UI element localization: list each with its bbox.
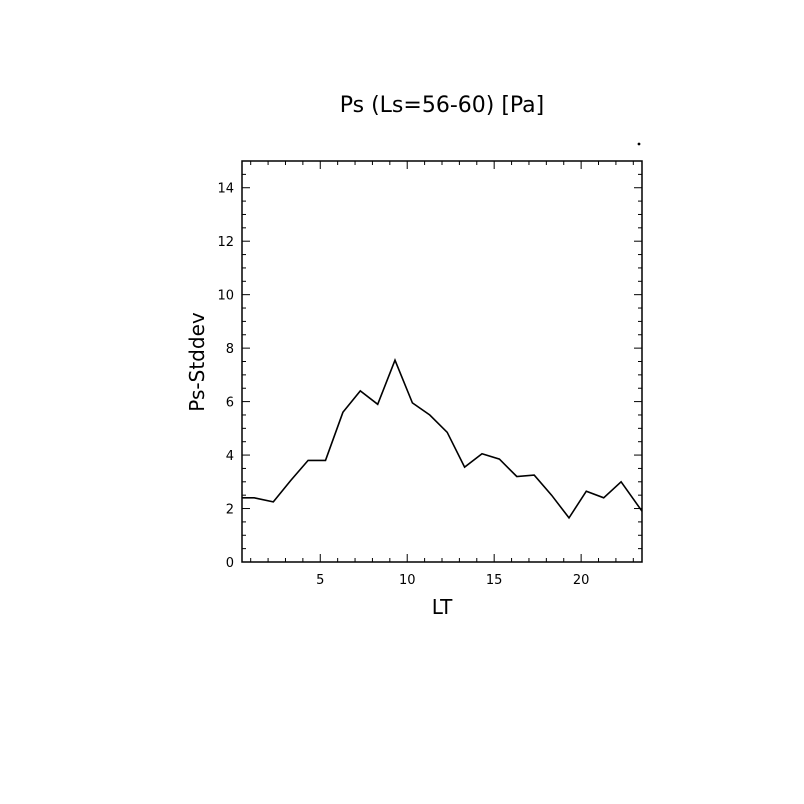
y-axis-label: Ps-Stddev xyxy=(185,312,209,412)
corner-dot xyxy=(637,142,641,146)
x-axis-label: LT xyxy=(432,595,453,619)
x-tick-label: 20 xyxy=(573,573,590,588)
x-axis-ticks: 5 10 15 20 xyxy=(250,161,634,588)
y-tick-label: 8 xyxy=(226,342,234,357)
y-tick-label: 2 xyxy=(226,503,234,518)
series-line xyxy=(242,358,643,520)
y-tick-label: 12 xyxy=(217,235,234,250)
x-tick-label: 15 xyxy=(486,573,503,588)
y-tick-label: 6 xyxy=(226,396,234,411)
plot-area-border xyxy=(241,160,643,563)
x-tick-label: 10 xyxy=(399,573,416,588)
y-tick-label: 0 xyxy=(226,556,234,571)
y-axis-ticks: 0 2 4 6 8 10 12 14 xyxy=(217,160,642,571)
series-group xyxy=(242,358,643,520)
y-tick-label: 14 xyxy=(217,182,234,197)
y-tick-label: 4 xyxy=(226,449,234,464)
chart-title-group: Ps (Ls=56-60) [Pa] xyxy=(340,93,545,118)
y-tick-label: 10 xyxy=(217,289,234,304)
x-tick-label: 5 xyxy=(316,573,324,588)
chart-title: Ps (Ls=56-60) [Pa] xyxy=(340,93,545,118)
